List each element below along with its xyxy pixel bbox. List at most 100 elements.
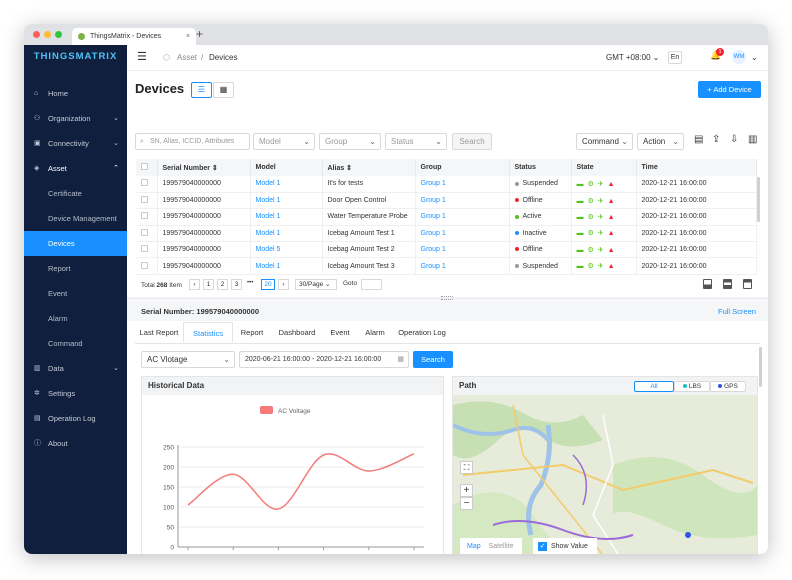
show-value-toggle[interactable]: ✓ Show Value (533, 538, 597, 554)
signal-icon[interactable]: ⚙ (587, 263, 594, 271)
download-icon[interactable]: ⇩ (730, 134, 739, 145)
map-type-map[interactable]: Map (467, 543, 481, 550)
sidebar-item-connectivity[interactable]: ▣ Connectivity ⌄ (24, 131, 127, 156)
battery-icon[interactable]: ▬ (576, 213, 584, 221)
sidebar-item-device-management[interactable]: Device Management (24, 206, 127, 231)
search-input[interactable]: ⌕ SN, Alias, ICCID, Attributes (135, 133, 250, 150)
cell-model-link[interactable]: Model 1 (250, 176, 323, 193)
signal-icon[interactable]: ⚙ (587, 246, 594, 254)
timezone-select[interactable]: GMT +08:00 ⌄ (606, 53, 659, 62)
tab-alarm[interactable]: Alarm (365, 328, 385, 337)
cell-group-link[interactable]: Group 1 (415, 225, 510, 243)
column-alias[interactable]: Alias ⇕ (322, 159, 416, 176)
maximize-window-button[interactable] (55, 31, 62, 38)
row-checkbox[interactable] (136, 257, 158, 275)
alert-icon[interactable]: ▲ (607, 213, 615, 221)
close-tab-icon[interactable]: × (185, 33, 190, 40)
table-row[interactable]: 199579040000000 Model 1 Door Open Control G… (136, 192, 757, 210)
path-filter-lbs[interactable]: LBS (674, 381, 710, 392)
layout-bottom-icon[interactable] (703, 279, 712, 289)
prev-page-button[interactable]: ‹ (189, 279, 200, 290)
upload-icon[interactable]: ⇪ (712, 134, 721, 145)
bell-icon[interactable]: 🔔 (710, 50, 722, 60)
tab-statistics[interactable]: Statistics (183, 322, 233, 343)
avatar[interactable]: WM (732, 50, 746, 64)
cell-model-link[interactable]: Model 1 (250, 192, 323, 210)
row-checkbox[interactable] (136, 208, 158, 226)
alert-icon[interactable]: ▲ (607, 230, 615, 238)
battery-icon[interactable]: ▬ (576, 230, 584, 238)
sidebar-item-organization[interactable]: ⚇ Organization ⌄ (24, 106, 127, 131)
sidebar-item-about[interactable]: ⓘ About (24, 431, 127, 456)
signal-icon[interactable]: ⚙ (587, 213, 594, 221)
new-tab-icon[interactable]: + (196, 27, 204, 41)
search-button[interactable]: Search (452, 133, 492, 150)
model-select[interactable]: Model ⌄ (253, 133, 315, 150)
map-view-icon[interactable]: ▦ (213, 82, 234, 98)
gps-icon[interactable]: ✈ (597, 263, 604, 271)
path-map[interactable] (453, 395, 757, 554)
alert-icon[interactable]: ▲ (607, 197, 615, 205)
add-device-button[interactable]: + Add Device (698, 81, 761, 98)
language-button[interactable]: En (668, 51, 682, 64)
sidebar-item-data[interactable]: ▥ Data ⌄ (24, 356, 127, 381)
alert-icon[interactable]: ▲ (607, 180, 615, 188)
cell-group-link[interactable]: Group 1 (415, 176, 510, 193)
tab-report[interactable]: Report (240, 328, 264, 337)
path-filter-gps[interactable]: GPS (710, 381, 746, 392)
columns-icon[interactable]: ▥ (748, 134, 758, 145)
group-select[interactable]: Group ⌄ (319, 133, 381, 150)
layout-split-icon[interactable] (723, 279, 732, 289)
cell-group-link[interactable]: Group 1 (415, 208, 510, 226)
battery-icon[interactable]: ▬ (576, 263, 584, 271)
row-checkbox[interactable] (136, 241, 158, 259)
print-icon[interactable]: ▤ (694, 134, 704, 145)
alert-icon[interactable]: ▲ (607, 263, 615, 271)
page-button-active[interactable]: 20 (261, 279, 275, 290)
table-row[interactable]: 199579040000000 Model 1 Icebag Amount Test… (136, 257, 757, 275)
chevron-down-icon[interactable]: ⌄ (751, 53, 758, 62)
gps-icon[interactable]: ✈ (597, 246, 604, 254)
sidebar-item-operation-log[interactable]: ▤ Operation Log (24, 406, 127, 431)
breadcrumb-asset[interactable]: Asset (177, 53, 198, 62)
status-select[interactable]: Status ⌄ (385, 133, 447, 150)
sidebar-item-report[interactable]: Report (24, 256, 127, 281)
full-screen-link[interactable]: Full Screen (718, 307, 756, 316)
zoom-in-button[interactable]: + (460, 484, 473, 497)
cell-model-link[interactable]: Model 1 (250, 257, 323, 275)
next-page-button[interactable]: › (278, 279, 289, 290)
signal-icon[interactable]: ⚙ (587, 180, 594, 188)
column-serial-number[interactable]: Serial Number ⇕ (157, 159, 251, 176)
metric-select[interactable]: AC Vlotage ⌄ (141, 351, 235, 368)
gps-icon[interactable]: ✈ (597, 213, 604, 221)
sidebar-item-asset[interactable]: ◈ Asset ⌃ (24, 156, 127, 181)
per-page-select[interactable]: 30/Page ⌄ (295, 279, 337, 290)
signal-icon[interactable]: ⚙ (587, 230, 594, 238)
tab-event[interactable]: Event (330, 328, 350, 337)
alert-icon[interactable]: ▲ (607, 246, 615, 254)
cell-model-link[interactable]: Model 1 (250, 225, 323, 243)
page-button[interactable]: 2 (217, 279, 228, 290)
tab-dashboard[interactable]: Dashboard (278, 328, 316, 337)
cell-model-link[interactable]: Model 1 (250, 208, 323, 226)
table-scrollbar[interactable] (757, 177, 760, 222)
sidebar-item-home[interactable]: ⌂ Home (24, 81, 127, 106)
battery-icon[interactable]: ▬ (576, 197, 584, 205)
table-row[interactable]: 199579040000000 Model 5 Icebag Amount Test… (136, 241, 757, 259)
map-type-satellite[interactable]: Satellite (488, 543, 514, 550)
sidebar-item-event[interactable]: Event (24, 281, 127, 306)
gps-icon[interactable]: ✈ (597, 180, 604, 188)
close-window-button[interactable] (33, 31, 40, 38)
table-row[interactable]: 199579040000000 Model 1 Water Temperature … (136, 208, 757, 226)
panel-splitter[interactable] (127, 297, 768, 300)
battery-icon[interactable]: ▬ (576, 180, 584, 188)
gps-icon[interactable]: ✈ (597, 197, 604, 205)
page-button[interactable]: 1 (203, 279, 214, 290)
browser-tab[interactable]: ThingsMatrix - Devices × (72, 28, 196, 45)
row-checkbox[interactable] (136, 176, 158, 193)
goto-input[interactable] (361, 279, 382, 290)
sidebar-item-alarm[interactable]: Alarm (24, 306, 127, 331)
cell-group-link[interactable]: Group 1 (415, 257, 510, 275)
sidebar-item-certificate[interactable]: Certificate (24, 181, 127, 206)
command-select[interactable]: Command ⌄ (576, 133, 633, 150)
